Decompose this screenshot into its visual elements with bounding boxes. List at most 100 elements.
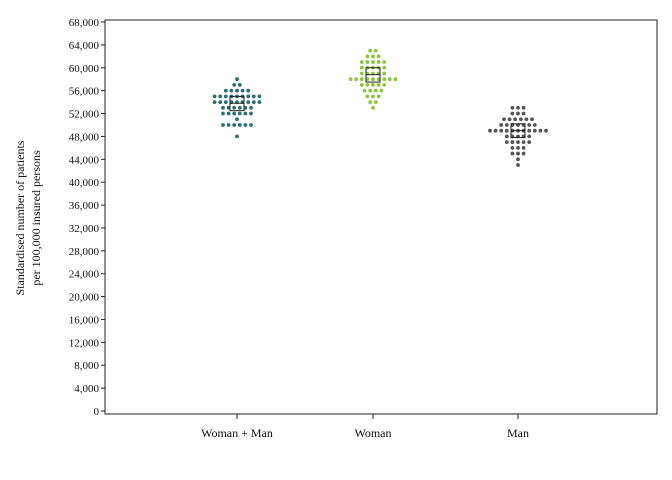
- y-tick-label: 16,000: [69, 314, 100, 326]
- data-point: [221, 111, 225, 116]
- data-point: [235, 134, 239, 139]
- data-point: [246, 88, 251, 93]
- y-axis: 0 4,000 8,000 12,000 16,000 20,000 24,000 28,00…: [69, 17, 105, 418]
- data-point: [510, 151, 515, 156]
- data-point: [504, 140, 509, 145]
- data-point: [232, 111, 237, 116]
- data-point: [504, 128, 509, 133]
- data-point: [518, 117, 523, 122]
- data-point: [251, 100, 256, 104]
- data-point: [532, 128, 537, 133]
- data-point: [212, 94, 217, 99]
- data-point: [218, 94, 223, 99]
- data-point: [243, 123, 248, 127]
- y-tick-label: 40,000: [69, 177, 100, 189]
- data-point: [348, 77, 353, 82]
- y-tick-label: 60,000: [69, 63, 100, 75]
- data-point: [365, 94, 370, 99]
- data-point: [516, 140, 520, 145]
- data-point: [538, 128, 543, 133]
- data-point: [235, 88, 239, 93]
- data-point: [521, 140, 526, 145]
- data-point: [373, 88, 378, 93]
- data-point: [521, 111, 526, 116]
- data-point: [243, 111, 248, 116]
- data-point: [499, 128, 504, 133]
- data-point: [354, 77, 359, 82]
- y-tick-label: 20,000: [69, 292, 100, 304]
- series-group: [212, 77, 262, 139]
- data-point: [516, 151, 520, 156]
- data-point: [251, 94, 256, 99]
- data-point: [382, 83, 387, 87]
- data-point: [376, 83, 381, 87]
- data-point: [516, 105, 520, 110]
- data-point: [524, 117, 529, 122]
- data-point: [371, 83, 375, 87]
- data-point: [516, 111, 520, 116]
- data-point: [218, 100, 223, 104]
- y-axis-title-line-1: Standardised number of patients: [13, 140, 27, 295]
- data-point: [521, 145, 526, 150]
- data-point: [221, 123, 225, 127]
- x-category-label: Woman: [354, 426, 391, 440]
- data-point: [502, 117, 506, 122]
- data-point: [510, 145, 515, 150]
- y-tick-label: 28,000: [69, 246, 100, 258]
- y-tick-label: 44,000: [69, 154, 100, 166]
- data-point: [371, 105, 375, 110]
- data-point: [527, 123, 532, 127]
- data-point: [359, 83, 364, 87]
- plot-frame: [104, 19, 658, 415]
- data-point: [371, 60, 375, 64]
- data-point: [488, 128, 492, 133]
- y-tick-label: 36,000: [69, 200, 100, 212]
- data-point: [493, 128, 498, 133]
- data-point: [379, 88, 384, 93]
- data-point: [516, 145, 520, 150]
- data-point: [507, 117, 512, 122]
- data-point: [527, 134, 532, 139]
- x-category-label: Man: [507, 426, 529, 440]
- series-group: [348, 48, 398, 110]
- data-point: [373, 48, 378, 53]
- data-point: [365, 54, 370, 59]
- series-layer: [212, 48, 548, 167]
- data-point: [510, 140, 515, 145]
- data-point: [371, 94, 375, 99]
- y-tick-label: 68,000: [69, 17, 100, 29]
- data-point: [499, 123, 504, 127]
- y-tick-label: 32,000: [69, 223, 100, 235]
- data-point: [382, 71, 387, 76]
- data-point: [516, 163, 520, 167]
- data-point: [232, 123, 237, 127]
- data-point: [232, 105, 237, 110]
- data-point: [223, 94, 228, 99]
- data-point: [504, 134, 509, 139]
- data-point: [249, 105, 253, 110]
- data-point: [226, 111, 231, 116]
- y-tick-label: 12,000: [69, 337, 100, 349]
- data-point: [368, 88, 373, 93]
- data-point: [513, 117, 518, 122]
- data-point: [223, 88, 228, 93]
- data-point: [365, 60, 370, 64]
- data-point: [229, 88, 234, 93]
- data-point: [510, 111, 515, 116]
- data-point: [212, 100, 217, 104]
- y-tick-label: 4,000: [74, 383, 99, 395]
- data-point: [368, 48, 373, 53]
- data-point: [387, 77, 392, 82]
- data-point: [376, 94, 381, 99]
- data-point: [516, 157, 520, 162]
- data-point: [257, 100, 262, 104]
- data-point: [249, 123, 253, 127]
- data-point: [393, 77, 398, 82]
- data-point: [521, 151, 526, 156]
- data-point: [376, 60, 381, 64]
- data-point: [376, 54, 381, 59]
- data-point: [246, 94, 251, 99]
- data-point: [240, 88, 245, 93]
- data-point: [359, 60, 364, 64]
